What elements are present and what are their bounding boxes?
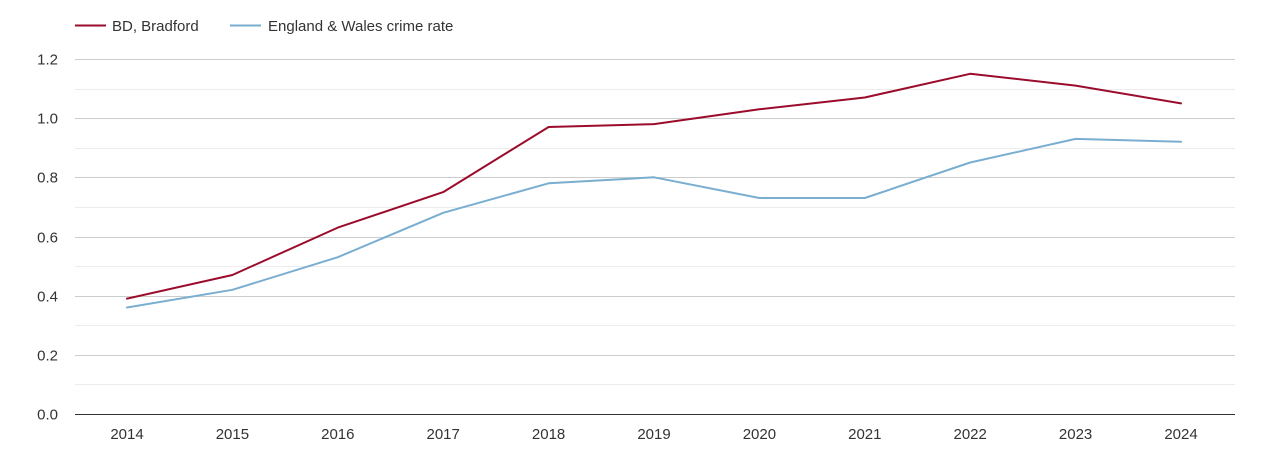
series-line-bradford: [126, 72, 1182, 300]
y-tick-label: 0.0: [37, 407, 58, 424]
x-tick-label: 2015: [216, 426, 249, 443]
x-tick-label: 2019: [637, 426, 670, 443]
x-tick-label: 2020: [743, 426, 776, 443]
x-tick-label: 2021: [848, 426, 881, 443]
y-tick-label: 0.4: [37, 289, 58, 306]
legend: BD, Bradford England & Wales crime rate: [75, 18, 453, 35]
legend-label: BD, Bradford: [112, 18, 199, 35]
y-tick-label: 1.2: [37, 52, 58, 69]
y-tick-label: 0.6: [37, 230, 58, 247]
y-tick-label: 1.0: [37, 111, 58, 128]
x-tick-label: 2023: [1059, 426, 1092, 443]
x-tick-label: 2016: [321, 426, 354, 443]
series-lines: [126, 72, 1182, 309]
x-tick-label: 2017: [427, 426, 460, 443]
grid-lines: [75, 59, 1235, 385]
series-line-england-wales: [126, 137, 1182, 309]
y-tick-label: 0.2: [37, 348, 58, 365]
x-tick-label: 2022: [954, 426, 987, 443]
x-tick-label: 2014: [110, 426, 143, 443]
axes: 0.0 0.2 0.4 0.6 0.8 1.0 1.2 2014 2015 2016 2017 201…: [37, 52, 1235, 443]
x-tick-label: 2018: [532, 426, 565, 443]
x-tick-label: 2024: [1164, 426, 1197, 443]
y-tick-label: 0.8: [37, 170, 58, 187]
legend-label: England & Wales crime rate: [268, 18, 453, 35]
